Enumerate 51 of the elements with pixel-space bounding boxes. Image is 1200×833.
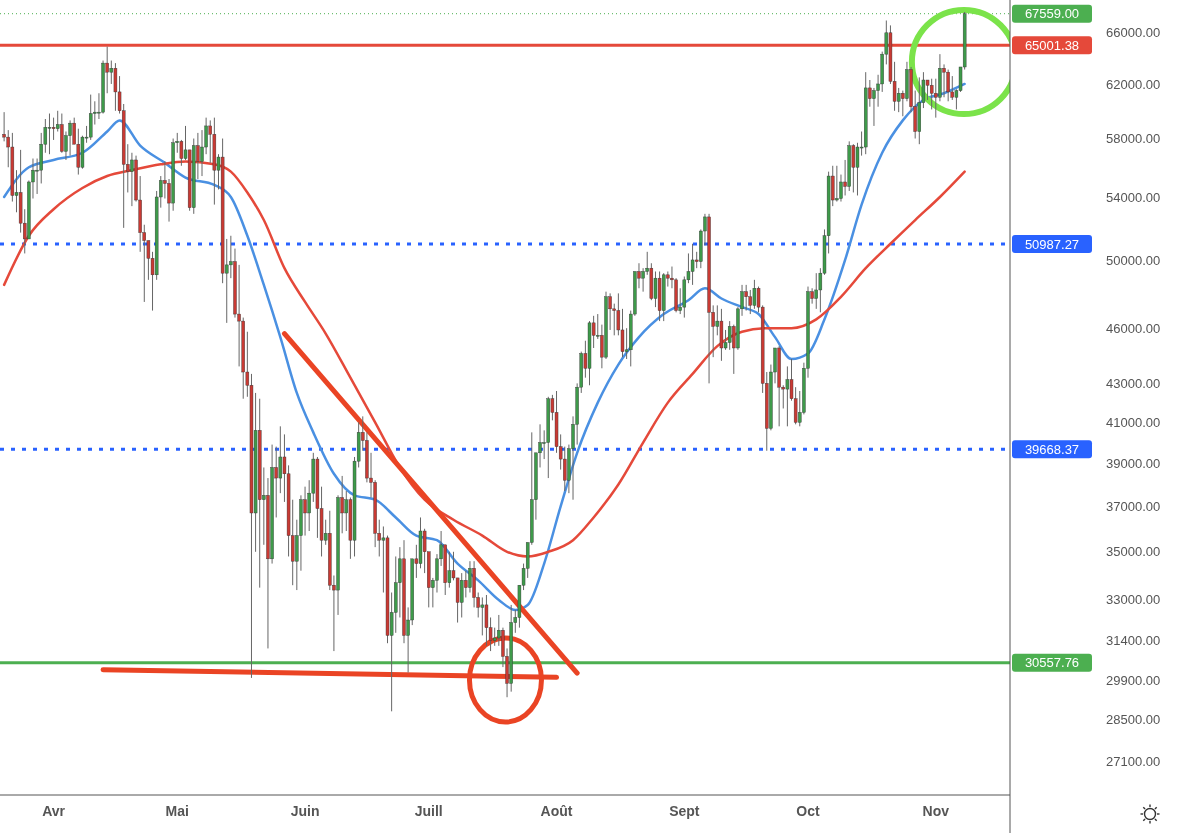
- candlestick: [68, 119, 72, 157]
- y-tick-label: 46000.00: [1106, 320, 1161, 336]
- x-tick-label: Août: [540, 803, 573, 819]
- y-tick-label: 62000.00: [1106, 76, 1161, 92]
- candlestick: [653, 271, 658, 308]
- y-tick-label: 43000.00: [1106, 375, 1161, 391]
- y-tick-label: 66000.00: [1106, 25, 1161, 41]
- candlestick: [942, 63, 946, 98]
- y-tick-label: 28500.00: [1106, 712, 1161, 728]
- candlestick: [303, 486, 307, 537]
- x-tick-label: Juin: [290, 803, 320, 819]
- candlestick: [563, 446, 567, 492]
- candlestick: [88, 94, 93, 141]
- y-tick-label: 27100.00: [1106, 753, 1161, 769]
- x-tick-label: Nov: [922, 803, 950, 819]
- y-tick-label: 50000.00: [1106, 252, 1161, 268]
- x-tick-label: Juill: [414, 803, 443, 819]
- y-tick-label: 41000.00: [1106, 414, 1161, 430]
- candlestick: [130, 152, 134, 207]
- candlestick: [690, 243, 695, 286]
- ref-line-label: 50987.27: [1024, 236, 1080, 252]
- y-tick-label: 37000.00: [1106, 498, 1161, 514]
- y-tick-label: 31400.00: [1106, 633, 1161, 649]
- y-tick-label: 35000.00: [1106, 544, 1161, 560]
- candlestick: [727, 320, 732, 351]
- candlestick: [785, 365, 790, 427]
- candlestick: [744, 284, 748, 312]
- candlestick: [484, 594, 489, 647]
- x-tick-label: Oct: [796, 803, 820, 819]
- candlestick: [748, 289, 752, 315]
- candlestick: [835, 165, 839, 203]
- y-tick-label: 54000.00: [1106, 189, 1161, 205]
- candlestick: [113, 62, 118, 112]
- ref-line-label: 67559.00: [1024, 6, 1080, 22]
- x-tick-label: Avr: [42, 803, 66, 819]
- ref-line-label: 30557.76: [1024, 655, 1080, 671]
- candlestick: [480, 596, 485, 636]
- candlestick: [47, 113, 52, 155]
- ref-line-label: 65001.38: [1024, 37, 1080, 53]
- x-tick-label: Sept: [669, 803, 700, 819]
- y-tick-label: 39000.00: [1106, 455, 1161, 471]
- candlestick: [752, 279, 757, 310]
- ref-line-label: 39668.37: [1024, 441, 1080, 457]
- candlestick: [468, 560, 472, 594]
- y-tick-label: 58000.00: [1106, 131, 1161, 147]
- candlestick: [851, 143, 856, 193]
- y-tick-label: 33000.00: [1106, 592, 1161, 608]
- candlestick: [641, 267, 645, 293]
- y-tick-label: 29900.00: [1106, 673, 1161, 689]
- candlestick: [51, 117, 56, 141]
- x-tick-label: Mai: [165, 803, 189, 819]
